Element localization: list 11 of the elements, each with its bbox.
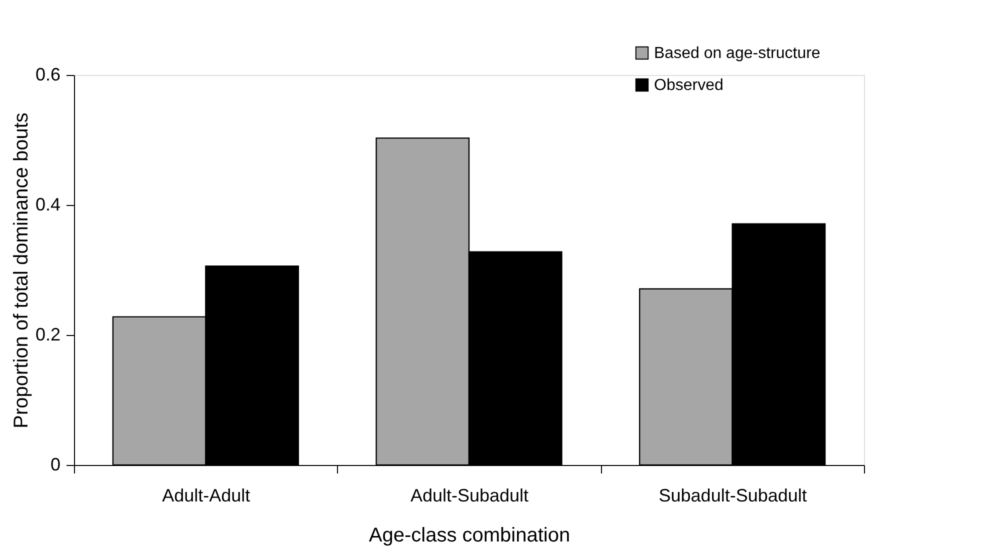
x-axis-title: Age-class combination [368, 524, 570, 546]
legend-label: Observed [654, 77, 724, 94]
y-tick-label: 0.4 [35, 194, 60, 214]
x-tick-label: Subadult-Subadult [658, 486, 807, 506]
y-tick-label: 0.2 [35, 324, 60, 344]
x-tick-label: Adult-Subadult [410, 486, 529, 506]
legend-label: Based on age-structure [654, 45, 820, 62]
y-tick-label: 0 [50, 454, 60, 474]
x-tick-label: Adult-Adult [162, 486, 250, 506]
y-axis-title: Proportion of total dominance bouts [10, 112, 32, 428]
y-tick-label: 0.6 [35, 64, 60, 84]
